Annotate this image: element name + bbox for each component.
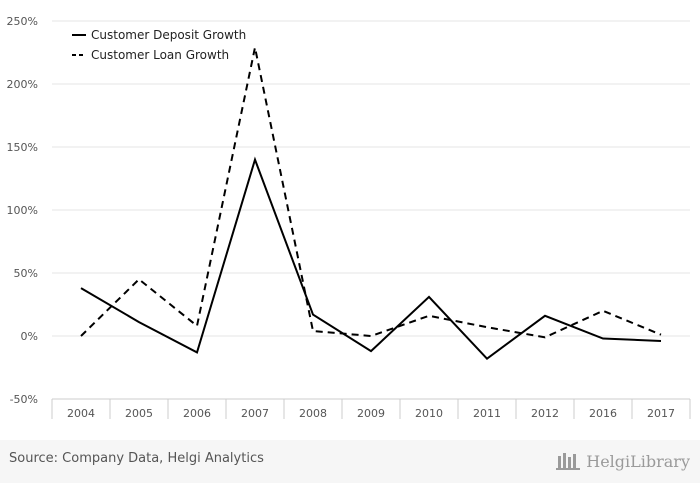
legend-label: Customer Loan Growth xyxy=(91,48,229,62)
series-line-loan xyxy=(80,47,662,339)
y-axis-ticks: 250% 200% 150% 100% 50% 0% -50% xyxy=(7,15,38,406)
x-tick-label: 2017 xyxy=(647,407,675,420)
brand-logo[interactable]: HelgiLibrary xyxy=(556,448,690,474)
brand-name: HelgiLibrary xyxy=(586,451,690,471)
y-tick-label: 250% xyxy=(7,15,38,28)
x-tick-label: 2012 xyxy=(531,407,559,420)
library-icon xyxy=(556,453,581,470)
chart-area: 250% 200% 150% 100% 50% 0% -50% 2004 2005 2006 20… xyxy=(7,15,691,420)
y-tick-label: 200% xyxy=(7,78,38,91)
x-tick-label: 2008 xyxy=(299,407,327,420)
x-tick-label: 2009 xyxy=(357,407,385,420)
footer: Source: Company Data, Helgi Analytics He… xyxy=(0,440,700,483)
y-tick-label: -50% xyxy=(10,393,38,406)
x-tick-label: 2016 xyxy=(589,407,617,420)
line-chart: 250%200%150%100%50%0%-50% 2004 2005 2006 20… xyxy=(7,15,691,420)
y-tick-label: 100% xyxy=(7,204,38,217)
y-tick-label: 0% xyxy=(21,330,38,343)
source-note: Source: Company Data, Helgi Analytics xyxy=(9,451,264,466)
x-axis: 2004 2005 2006 2007 2008 2009 2010 2011 2012 2016… xyxy=(51,398,691,420)
x-tick-label: 2005 xyxy=(125,407,153,420)
x-tick-label: 2011 xyxy=(473,407,501,420)
grid-lines xyxy=(52,20,690,337)
series-lines xyxy=(80,47,662,361)
y-tick-label: 50% xyxy=(14,267,38,280)
series-line-deposit xyxy=(80,156,662,361)
x-tick-label: 2010 xyxy=(415,407,443,420)
x-tick-label: 2004 xyxy=(67,407,95,420)
legend-label: Customer Deposit Growth xyxy=(91,28,246,42)
x-tick-label: 2006 xyxy=(183,407,211,420)
y-tick-label: 150% xyxy=(7,141,38,154)
x-tick-label: 2007 xyxy=(241,407,269,420)
legend: Customer Deposit Growth Customer Loan Gro… xyxy=(72,28,246,62)
